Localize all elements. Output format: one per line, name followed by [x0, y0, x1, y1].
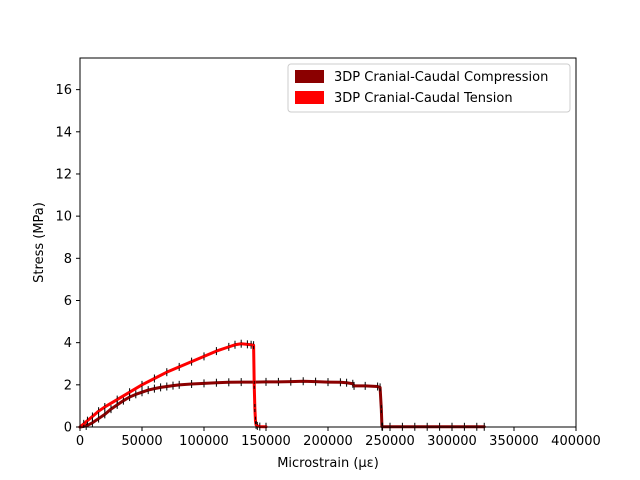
data-point-3dp-cranial-caudal-compression [103, 410, 106, 419]
data-point-3dp-cranial-caudal-compression [153, 384, 156, 393]
x-tick-label: 400000 [551, 434, 601, 449]
x-axis: 0 50000 100000 150000 200000 250000 300000 3500… [76, 427, 601, 449]
data-point-3dp-cranial-caudal-tension [153, 374, 156, 383]
data-point-3dp-cranial-caudal-tension [252, 341, 255, 350]
data-point-3dp-cranial-caudal-compression [327, 378, 329, 387]
data-point-3dp-cranial-caudal-compression [190, 379, 193, 388]
data-point-3dp-cranial-caudal-compression [339, 378, 342, 387]
data-point-3dp-cranial-caudal-compression [379, 383, 382, 392]
data-point-3dp-cranial-caudal-compression [277, 377, 280, 386]
data-point-3dp-cranial-caudal-tension [97, 407, 100, 416]
data-point-3dp-cranial-caudal-tension [215, 347, 218, 356]
data-point-3dp-cranial-caudal-tension [178, 362, 181, 371]
data-point-3dp-cranial-caudal-compression [240, 378, 243, 387]
x-tick-label: 150000 [241, 434, 291, 449]
legend-swatch-compression [295, 70, 324, 83]
x-axis-label: Microstrain (με) [277, 456, 379, 471]
data-point-3dp-cranial-caudal-compression [376, 382, 379, 391]
data-point-3dp-cranial-caudal-tension [91, 412, 94, 421]
data-point-3dp-cranial-caudal-tension [234, 340, 236, 349]
y-tick-label: 16 [55, 83, 72, 98]
data-point-3dp-cranial-caudal-tension [203, 352, 205, 361]
data-point-3dp-cranial-caudal-compression [351, 379, 354, 388]
data-point-3dp-cranial-caudal-compression [289, 377, 292, 386]
data-point-3dp-cranial-caudal-compression [122, 396, 125, 405]
data-point-3dp-cranial-caudal-compression [147, 386, 150, 395]
data-point-3dp-cranial-caudal-compression [302, 377, 305, 386]
data-point-3dp-cranial-caudal-compression [172, 381, 174, 390]
data-point-3dp-cranial-caudal-compression [203, 379, 205, 388]
legend: 3DP Cranial-Caudal Compression 3DP Crani… [287, 63, 571, 113]
data-point-3dp-cranial-caudal-compression [380, 405, 383, 414]
data-point-3dp-cranial-caudal-compression [353, 381, 356, 390]
legend-label-tension: 3DP Cranial-Caudal Tension [334, 91, 513, 106]
y-tick-label: 2 [64, 378, 72, 393]
y-tick-label: 4 [64, 336, 72, 351]
y-tick-label: 8 [64, 252, 72, 267]
y-axis-label: Stress (MPa) [32, 202, 47, 283]
data-point-3dp-cranial-caudal-compression [134, 390, 137, 399]
data-point-3dp-cranial-caudal-tension [128, 388, 131, 397]
data-point-3dp-cranial-caudal-compression [165, 382, 168, 391]
data-point-3dp-cranial-caudal-tension [253, 404, 256, 413]
x-tick-label: 350000 [489, 434, 539, 449]
data-point-3dp-cranial-caudal-compression [227, 378, 230, 387]
data-point-3dp-cranial-caudal-tension [246, 340, 249, 349]
series-line-3dp-cranial-caudal-tension [78, 342, 268, 429]
y-tick-label: 14 [55, 125, 72, 140]
y-tick-label: 10 [55, 210, 72, 225]
data-point-3dp-cranial-caudal-compression [97, 414, 100, 423]
x-tick-label: 0 [76, 434, 84, 449]
data-point-3dp-cranial-caudal-compression [215, 378, 218, 387]
data-point-3dp-cranial-caudal-tension [141, 380, 143, 389]
x-tick-label: 50000 [121, 434, 162, 449]
data-point-3dp-cranial-caudal-compression [364, 381, 367, 390]
data-point-3dp-cranial-caudal-tension [103, 402, 106, 411]
y-axis: 0 2 4 6 8 10 12 14 16 [55, 83, 80, 436]
legend-frame [287, 63, 571, 113]
data-point-3dp-cranial-caudal-compression [159, 383, 162, 392]
data-point-3dp-cranial-caudal-tension [227, 342, 230, 351]
x-tick-label: 100000 [179, 434, 229, 449]
x-tick-label: 200000 [303, 434, 353, 449]
legend-swatch-tension [295, 91, 324, 104]
data-point-3dp-cranial-caudal-compression [314, 377, 317, 386]
y-tick-label: 12 [55, 167, 72, 182]
data-point-3dp-cranial-caudal-compression [141, 388, 143, 397]
data-point-3dp-cranial-caudal-tension [86, 416, 89, 425]
data-point-3dp-cranial-caudal-tension [256, 421, 259, 430]
legend-label-compression: 3DP Cranial-Caudal Compression [334, 70, 548, 85]
data-point-3dp-cranial-caudal-compression [110, 405, 112, 414]
data-point-3dp-cranial-caudal-tension [250, 340, 253, 349]
data-point-3dp-cranial-caudal-tension [240, 339, 243, 348]
data-point-3dp-cranial-caudal-compression [345, 378, 348, 387]
y-tick-label: 6 [64, 294, 72, 309]
data-point-3dp-cranial-caudal-tension [253, 380, 256, 389]
x-tick-label: 250000 [365, 434, 415, 449]
x-tick-label: 300000 [427, 434, 477, 449]
data-point-3dp-cranial-caudal-tension [190, 357, 193, 366]
y-tick-label: 0 [64, 421, 72, 436]
data-point-3dp-cranial-caudal-tension [116, 395, 119, 404]
data-point-3dp-cranial-caudal-tension [165, 368, 168, 377]
data-point-3dp-cranial-caudal-compression [265, 377, 267, 386]
data-point-3dp-cranial-caudal-compression [178, 380, 181, 389]
